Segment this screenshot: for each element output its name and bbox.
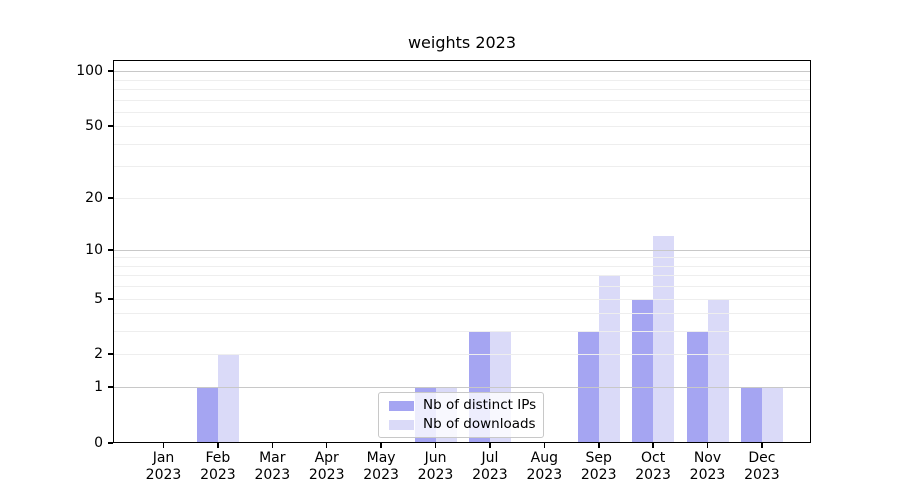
xtick-label-Nov: Nov 2023 <box>673 450 743 484</box>
xtick-label-Aug: Aug 2023 <box>509 450 579 484</box>
xtick-mark-Apr <box>325 443 328 448</box>
xtick-month: Sep <box>585 450 612 466</box>
ytick-label-5: 5 <box>94 291 103 307</box>
xtick-year: 2023 <box>472 467 508 483</box>
xtick-month: Feb <box>205 450 231 466</box>
xtick-year: 2023 <box>689 467 726 483</box>
xtick-month: Apr <box>314 450 339 466</box>
xtick-mark-Jan <box>162 443 165 448</box>
xtick-label-Jul: Jul 2023 <box>455 450 525 484</box>
legend-label: Nb of downloads <box>423 416 536 432</box>
legend-swatch-downloads <box>389 419 414 430</box>
legend-swatch-distinct-ips <box>389 400 414 411</box>
ytick-label-10: 10 <box>85 242 103 258</box>
plot-area-border <box>113 60 811 443</box>
xtick-mark-Sep <box>598 443 600 448</box>
xtick-year: 2023 <box>254 467 291 483</box>
xtick-mark-Jun <box>434 443 437 448</box>
xtick-mark-Oct <box>652 443 654 448</box>
xtick-label-Oct: Oct 2023 <box>618 450 688 484</box>
xtick-month: Nov <box>693 450 722 466</box>
ytick-label-20: 20 <box>85 190 103 206</box>
xtick-month: Jun <box>424 450 447 466</box>
ytick-label-2: 2 <box>94 346 103 362</box>
xtick-mark-Feb <box>217 443 219 448</box>
xtick-year: 2023 <box>363 467 399 483</box>
ytick-label-1: 1 <box>94 379 103 395</box>
ytick-label-50: 50 <box>85 118 103 134</box>
xtick-month: Oct <box>640 450 666 466</box>
legend-entry-distinct-ips: Nb of distinct IPs <box>385 398 537 413</box>
xtick-mark-Jul <box>489 443 491 448</box>
ytick-label-0: 0 <box>94 435 103 451</box>
ytick-label-100: 100 <box>76 63 103 79</box>
xtick-label-Jan: Jan 2023 <box>129 450 199 484</box>
xtick-mark-Aug <box>543 443 545 448</box>
xtick-mark-May <box>380 443 382 448</box>
xtick-month: Jul <box>481 450 499 466</box>
legend-entry-downloads: Nb of downloads <box>385 417 537 432</box>
xtick-year: 2023 <box>145 467 182 483</box>
xtick-year: 2023 <box>526 467 563 483</box>
xtick-mark-Nov <box>706 443 709 448</box>
xtick-month: Aug <box>530 450 558 466</box>
xtick-month: Jan <box>152 450 175 466</box>
chart-title: weights 2023 <box>407 33 517 52</box>
xtick-label-Feb: Feb 2023 <box>183 450 253 484</box>
xtick-year: 2023 <box>417 467 454 483</box>
xtick-label-Mar: Mar 2023 <box>237 450 307 484</box>
xtick-label-Dec: Dec 2023 <box>727 450 797 484</box>
xtick-month: Mar <box>259 450 286 466</box>
xtick-label-May: May 2023 <box>346 450 416 484</box>
legend: Nb of distinct IPs Nb of downloads <box>378 392 544 438</box>
xtick-month: May <box>366 450 396 466</box>
legend-label: Nb of distinct IPs <box>423 397 537 413</box>
xtick-label-Jun: Jun 2023 <box>401 450 471 484</box>
xtick-label-Sep: Sep 2023 <box>564 450 634 484</box>
xtick-label-Apr: Apr 2023 <box>292 450 362 484</box>
xtick-mark-Dec <box>761 443 763 448</box>
xtick-month: Dec <box>748 450 776 466</box>
xtick-mark-Mar <box>271 443 274 448</box>
xtick-year: 2023 <box>308 467 345 483</box>
xtick-year: 2023 <box>635 467 671 483</box>
xtick-year: 2023 <box>200 467 236 483</box>
xtick-year: 2023 <box>580 467 617 483</box>
xtick-year: 2023 <box>744 467 780 483</box>
